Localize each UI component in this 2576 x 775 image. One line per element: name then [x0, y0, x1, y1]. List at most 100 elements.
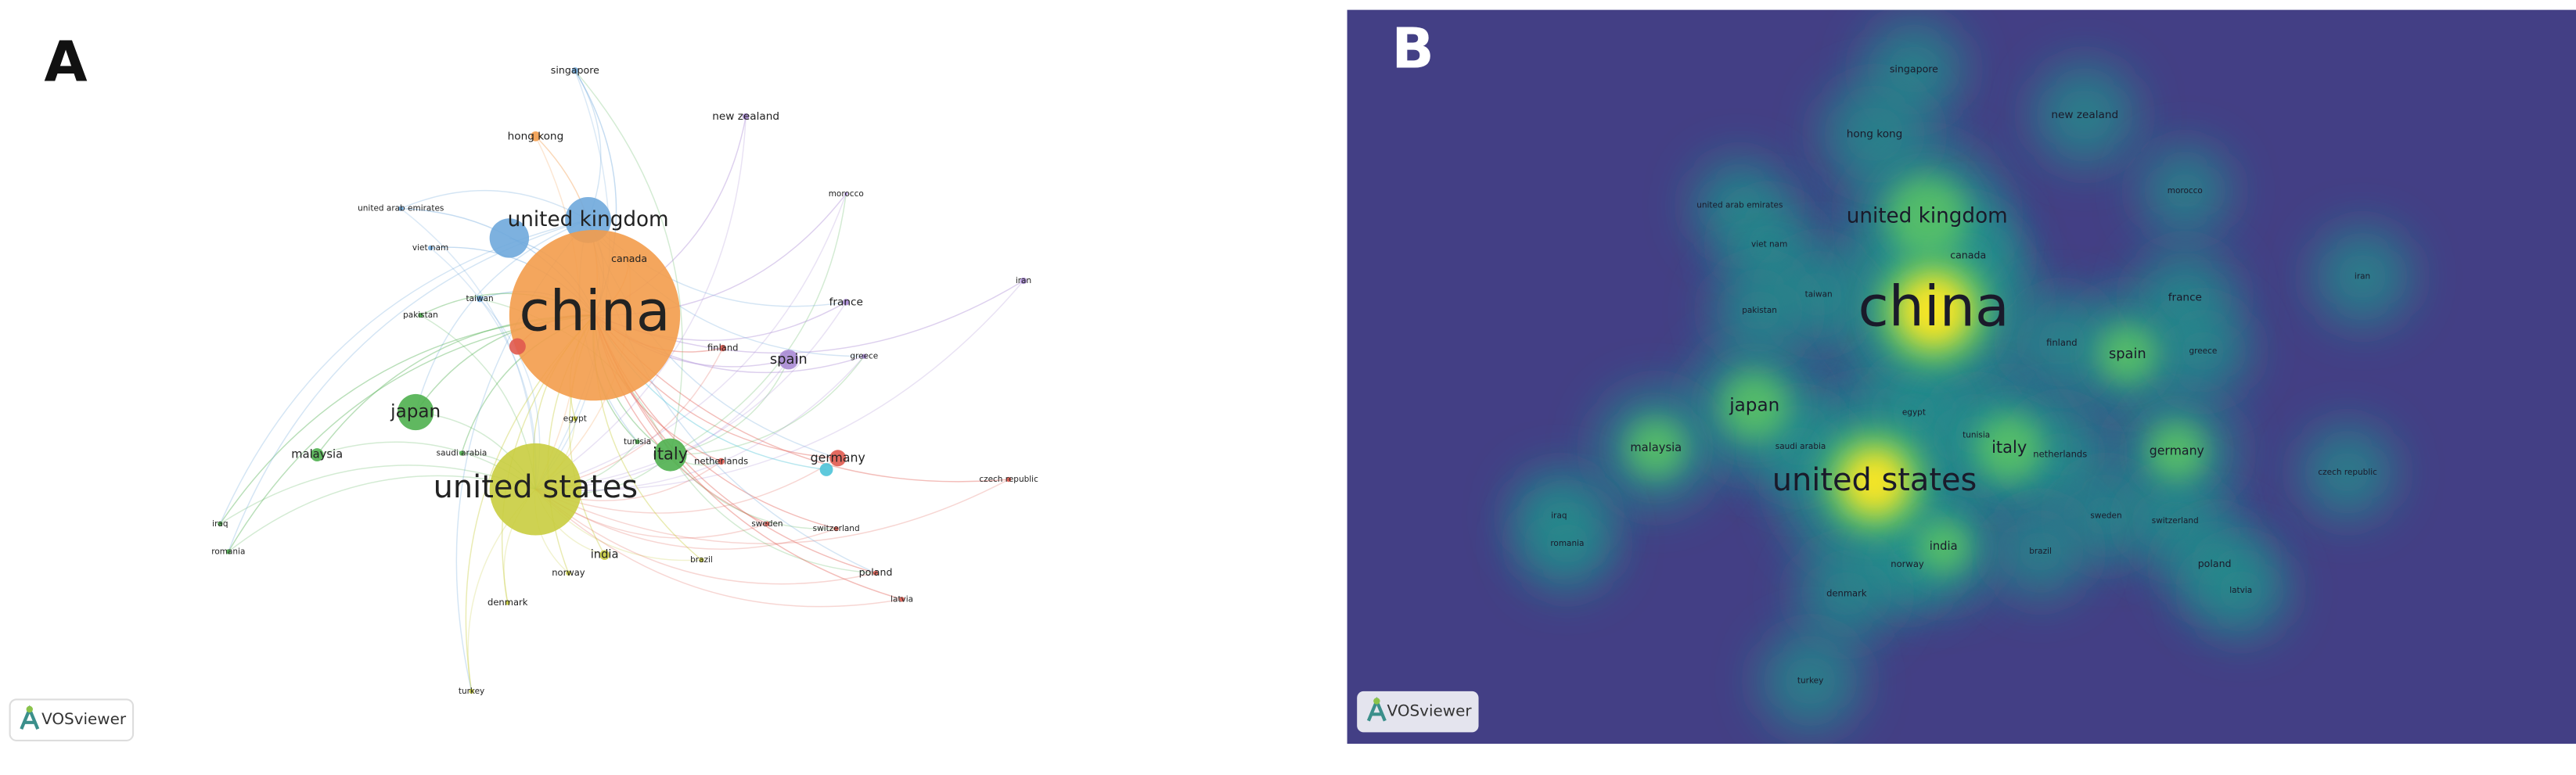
density-blob: [2194, 544, 2287, 637]
node-label: united kingdom: [508, 208, 669, 231]
node: [505, 600, 510, 605]
density-blob: [1713, 264, 1806, 357]
node: [829, 450, 847, 467]
node-label: romania: [1550, 539, 1584, 548]
node-label: morocco: [829, 189, 864, 199]
node: [765, 521, 770, 526]
node-label: france: [2168, 292, 2202, 304]
node: [742, 113, 750, 120]
edge: [670, 356, 865, 456]
node: [635, 439, 640, 444]
node-label: saudi arabia: [1775, 442, 1826, 451]
node: [899, 597, 905, 602]
node-label: brazil: [2029, 547, 2052, 556]
density-blob: [1916, 519, 1971, 574]
node: [398, 393, 434, 431]
density-blob: [1841, 449, 1908, 515]
node-label: turkey: [459, 687, 484, 696]
density-blobs: [1513, 20, 2411, 730]
edge: [670, 454, 836, 530]
node: [779, 350, 799, 370]
node: [599, 550, 610, 560]
density-blob: [1798, 545, 1895, 642]
node-label: netherlands: [2033, 449, 2087, 460]
node-label: poland: [859, 566, 893, 578]
node: [571, 67, 579, 74]
node-label: iran: [2355, 272, 2370, 282]
node-label: czech republic: [2318, 468, 2377, 477]
node-label: india: [1930, 540, 1958, 553]
node: [699, 557, 704, 563]
node-label: united states: [1772, 462, 1977, 498]
node-label: latvia: [2229, 586, 2252, 595]
labels: china united states united kingdom japan ita…: [1550, 63, 2377, 685]
density-blob: [1886, 176, 1968, 258]
edge: [535, 301, 847, 490]
node-label: new zealand: [712, 110, 779, 123]
node-label: switzerland: [2152, 516, 2199, 526]
edge: [534, 489, 876, 585]
node-label: poland: [2198, 558, 2232, 569]
node-label: malaysia: [1630, 441, 1682, 454]
node-label: egypt: [563, 414, 587, 423]
node-label: iraq: [212, 519, 228, 529]
edge: [534, 489, 902, 608]
node-label: germany: [2150, 443, 2204, 457]
node: [459, 450, 465, 456]
node-label: germany: [811, 450, 865, 465]
node-label: pakistan: [403, 310, 438, 320]
panel-label: B: [1391, 16, 1434, 81]
node: [862, 353, 867, 359]
node-label: united arab emirates: [1696, 201, 1783, 210]
node-label: united states: [434, 469, 639, 505]
node-label: spain: [2109, 346, 2146, 362]
node: [218, 521, 223, 526]
node-label: switzerland: [813, 524, 860, 533]
node: [489, 218, 530, 258]
logo: VOSviewer: [1357, 691, 1479, 733]
density-panel: china united states united kingdom japan ita…: [1347, 9, 2576, 745]
node-label: greece: [2189, 346, 2217, 356]
node-label: norway: [552, 567, 585, 578]
density-blob: [1761, 631, 1860, 730]
node: [843, 299, 850, 306]
node: [844, 192, 848, 196]
density-blob: [2034, 64, 2135, 166]
node: [310, 448, 324, 461]
density-blob: [1897, 274, 1970, 347]
density-blob: [1521, 497, 1614, 590]
density-blob: [1822, 81, 1927, 187]
node-label: viet nam: [412, 243, 448, 253]
node-label: sweden: [2090, 511, 2121, 521]
node: [418, 312, 423, 318]
node: [572, 416, 577, 422]
density-blob: [2141, 146, 2229, 235]
node-label: denmark: [1826, 587, 1867, 598]
node: [1020, 277, 1027, 285]
node-label: romania: [211, 547, 245, 556]
node: [427, 245, 434, 251]
node: [819, 463, 833, 476]
node-label: taiwan: [466, 294, 494, 303]
node-label: japan: [390, 401, 441, 422]
node: [225, 549, 231, 554]
edge: [415, 219, 588, 413]
node: [531, 131, 541, 142]
edge: [670, 359, 790, 456]
node-label: malaysia: [291, 448, 343, 461]
node-label: china: [1858, 274, 2009, 339]
node-label: pakistan: [1742, 306, 1777, 315]
logo-text: VOSviewer: [1387, 701, 1473, 720]
density-blob: [2157, 304, 2250, 397]
node-label: new zealand: [2051, 109, 2118, 121]
node-label: finland: [2046, 337, 2077, 348]
node: [719, 344, 726, 352]
edge: [400, 189, 588, 221]
panel-label: A: [44, 30, 87, 95]
node-label: finland: [707, 343, 738, 353]
node-label: iraq: [1551, 511, 1567, 521]
node-label: tunisia: [1963, 430, 1990, 440]
nodes: china united states united kingdom japan ita…: [211, 64, 1038, 696]
logo-icon: [26, 705, 33, 713]
